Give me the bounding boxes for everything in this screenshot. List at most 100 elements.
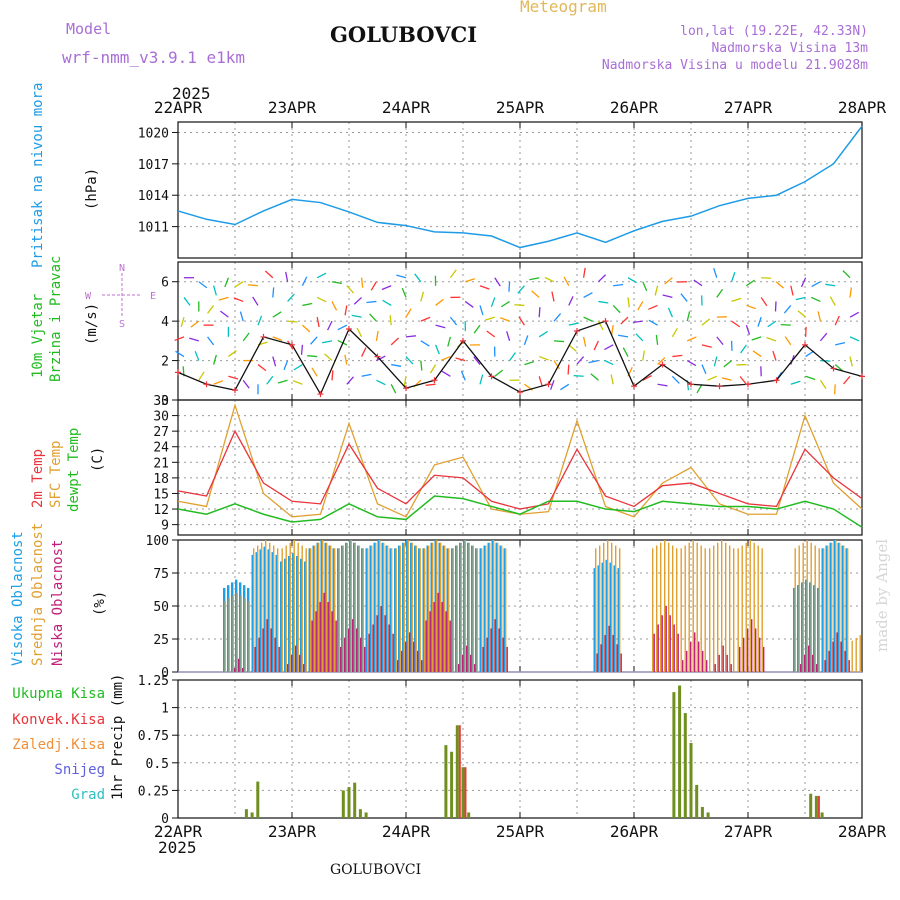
wind-barb bbox=[590, 373, 599, 381]
legend-snow: Snijeg bbox=[54, 762, 105, 778]
temp-2m-line bbox=[177, 429, 863, 510]
wind-barb bbox=[391, 363, 402, 367]
wind-barb bbox=[337, 324, 348, 331]
wind-barb bbox=[648, 304, 658, 310]
wind-barb bbox=[420, 316, 431, 322]
wind-barb bbox=[767, 320, 777, 328]
cloud-mid-bar bbox=[293, 540, 295, 672]
wind-barb bbox=[696, 383, 703, 394]
cloud-high-bar bbox=[487, 542, 490, 672]
cloud-low-bar bbox=[808, 645, 810, 672]
cloud-low-bar bbox=[616, 644, 618, 672]
cloud-low-bar bbox=[323, 592, 325, 672]
cloud-mid-bar bbox=[810, 542, 812, 672]
cloud-mid-bar bbox=[839, 542, 841, 672]
wind-barb bbox=[819, 332, 828, 342]
wind-barb bbox=[654, 285, 659, 296]
legend-hail: Grad bbox=[71, 787, 105, 803]
wind-barb bbox=[598, 300, 609, 304]
cloud-mid-bar bbox=[721, 540, 723, 672]
wind-barb bbox=[316, 296, 327, 303]
wind-barb bbox=[642, 281, 648, 292]
cloud-low-bar bbox=[368, 633, 370, 672]
legend-freezing-rain: Zaledj.Kisa bbox=[12, 737, 105, 753]
wind-barb bbox=[233, 297, 244, 303]
wind-gust-marker bbox=[346, 326, 352, 333]
wind-barb bbox=[723, 360, 733, 368]
cloud-high-bar bbox=[341, 545, 344, 672]
wind-barb bbox=[716, 336, 724, 346]
cloud-high-bar bbox=[235, 579, 238, 672]
coordinates-label: lon,lat (19.22E, 42.33N) bbox=[680, 24, 868, 39]
wind-barb bbox=[538, 307, 541, 318]
cloud-low-bar bbox=[694, 632, 696, 672]
wind-barb bbox=[346, 285, 355, 294]
wind-barb bbox=[252, 296, 259, 306]
wind-barb bbox=[752, 350, 762, 358]
wind-barb bbox=[316, 272, 327, 279]
cloud-mid-bar bbox=[232, 595, 234, 672]
cloud-high-bar bbox=[418, 548, 421, 672]
wind-barb bbox=[745, 324, 751, 335]
cloud-mid-bar bbox=[619, 548, 621, 672]
wind-barb bbox=[287, 293, 295, 302]
wind-barb bbox=[425, 383, 436, 386]
wind-barb bbox=[486, 330, 496, 338]
wind-barb bbox=[183, 297, 191, 306]
cloud-low-bar bbox=[730, 664, 732, 672]
cloud-low-bar bbox=[303, 664, 305, 672]
cloud-high-bar bbox=[797, 585, 800, 672]
wind-barb bbox=[300, 344, 304, 355]
wind-barb bbox=[327, 320, 333, 331]
wind-barb bbox=[583, 292, 593, 299]
wind-barb bbox=[560, 383, 570, 391]
cloud-low-bar bbox=[262, 628, 264, 672]
precip-total-bar bbox=[689, 742, 693, 818]
wind-barb bbox=[686, 311, 691, 322]
cloud-mid-bar bbox=[407, 540, 409, 672]
wind-barb bbox=[174, 336, 185, 342]
model-altitude-label: Nadmorska Visina u modelu 21.9028m bbox=[601, 58, 868, 73]
panel-frame bbox=[177, 679, 863, 819]
y-tick-label: 21 bbox=[153, 456, 169, 471]
cloud-high-bar bbox=[471, 545, 474, 672]
cloud-mid-bar bbox=[371, 545, 373, 672]
wind-barb bbox=[396, 274, 407, 279]
wind-barb bbox=[568, 322, 579, 326]
wind-barb bbox=[266, 375, 274, 385]
wind-barb bbox=[637, 301, 644, 311]
wind-barb bbox=[713, 268, 718, 278]
precip-total-bar bbox=[358, 809, 362, 818]
wind-barb bbox=[344, 305, 348, 316]
precip-total-bar bbox=[455, 725, 459, 818]
cloud-low-bar bbox=[401, 650, 403, 672]
cloud-low-bar bbox=[661, 615, 663, 672]
cloud-low-bar bbox=[722, 645, 724, 672]
cloud-high-bar bbox=[394, 548, 397, 672]
cloud-low-bar bbox=[315, 611, 317, 672]
wind-barb bbox=[429, 364, 437, 374]
cloud-mid-bar bbox=[236, 592, 238, 672]
cloud-mid-bar bbox=[448, 548, 450, 672]
wind-barb bbox=[757, 316, 762, 327]
x-tick-label-top: 22APR bbox=[154, 98, 203, 117]
wind-gust-marker bbox=[830, 365, 837, 372]
wind-barb bbox=[277, 379, 288, 384]
cloud-mid-bar bbox=[265, 540, 267, 672]
meteogram-subtitle: Meteogram bbox=[520, 0, 607, 16]
cloud-high-bar bbox=[284, 558, 287, 672]
wind-barb bbox=[783, 305, 792, 314]
cloud-low-bar bbox=[417, 650, 419, 672]
cloud-mid-bar bbox=[806, 540, 808, 672]
cloud-low-bar bbox=[612, 635, 614, 672]
altitude-label: Nadmorska Visina 13m bbox=[711, 41, 868, 56]
wind-barb bbox=[212, 354, 217, 365]
wind-barb bbox=[441, 370, 451, 377]
precip-total-bar bbox=[461, 767, 465, 818]
cloud-high-bar bbox=[369, 545, 372, 672]
cloud-high-bar bbox=[422, 548, 425, 672]
model-label: Model bbox=[66, 20, 112, 38]
wind-barb bbox=[582, 267, 586, 278]
cloud-mid-bar bbox=[680, 548, 682, 672]
y-tick-label: 33 bbox=[153, 394, 169, 409]
